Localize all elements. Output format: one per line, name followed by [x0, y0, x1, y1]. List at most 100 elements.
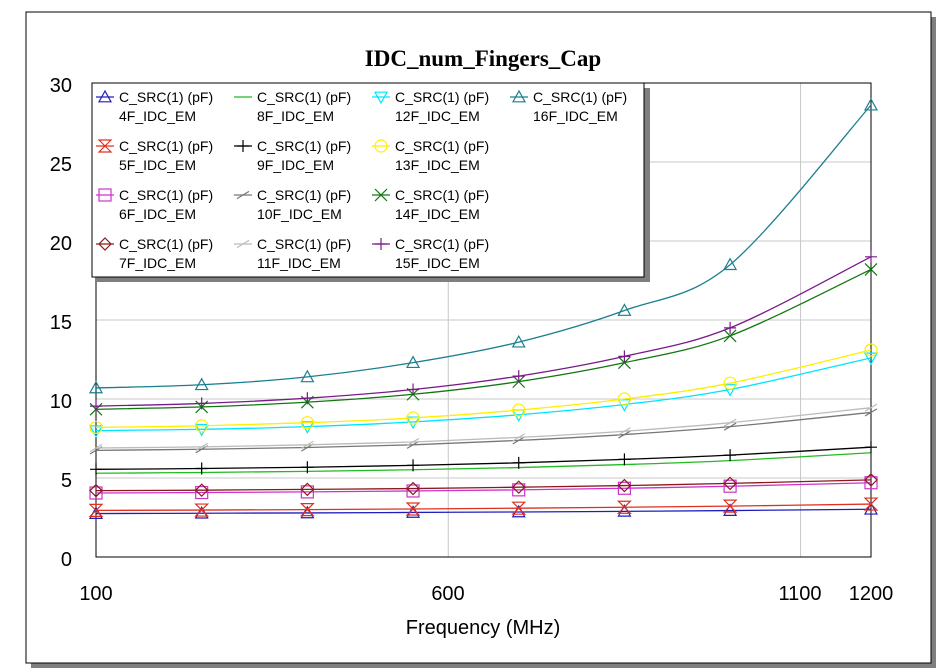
data-point-marker — [723, 422, 737, 431]
data-point-marker — [618, 350, 631, 363]
series-16F_IDC_EM — [88, 97, 879, 394]
legend-item: C_SRC(1) (pF) 4F_IDC_EM — [96, 89, 213, 124]
data-point-marker — [194, 423, 209, 437]
legend-sublabel: 10F_IDC_EM — [257, 206, 342, 222]
data-point-marker — [406, 411, 420, 425]
data-point-marker — [373, 91, 389, 105]
data-point-marker — [618, 453, 631, 466]
data-point-marker — [617, 392, 632, 406]
data-point-marker — [511, 334, 526, 348]
x-axis-title: Frequency (MHz) — [406, 617, 560, 639]
series-7F_IDC_EM — [89, 473, 878, 498]
series-layer — [88, 97, 879, 519]
data-point-marker — [89, 443, 103, 453]
data-point-marker — [236, 190, 250, 200]
legend-sublabel: 7F_IDC_EM — [119, 255, 196, 271]
legend-item: C_SRC(1) (pF) 5F_IDC_EM — [96, 138, 213, 173]
data-point-marker — [512, 456, 525, 469]
data-point-marker — [723, 418, 737, 427]
legend-item: C_SRC(1) (pF) 7F_IDC_EM — [96, 236, 213, 271]
legend-label: C_SRC(1) (pF) — [257, 187, 351, 203]
x-tick-label: 1200 — [849, 583, 894, 605]
legend-item: C_SRC(1) (pF) 9F_IDC_EM — [234, 138, 351, 173]
data-point-marker — [97, 139, 113, 153]
series-8F_IDC_EM — [95, 452, 872, 474]
legend-sublabel: 11F_IDC_EM — [257, 255, 341, 271]
data-point-marker — [617, 481, 632, 495]
legend-label: C_SRC(1) (pF) — [395, 236, 489, 252]
legend-label: C_SRC(1) (pF) — [257, 89, 351, 105]
data-point-marker — [90, 463, 102, 476]
data-point-marker — [512, 433, 526, 442]
data-point-marker — [512, 483, 526, 497]
data-point-marker — [723, 329, 737, 343]
data-point-marker — [237, 140, 249, 152]
data-point-marker — [236, 239, 250, 249]
y-tick-label: 30 — [50, 75, 72, 97]
data-point-marker — [195, 462, 208, 475]
legend-sublabel: 16F_IDC_EM — [533, 108, 618, 124]
legend-box — [91, 82, 645, 278]
y-tick-label: 20 — [50, 233, 72, 255]
x-axis-ticks: 100 600 1100 1200 — [79, 583, 893, 605]
data-point-marker — [864, 263, 878, 276]
data-point-marker — [864, 476, 878, 490]
legend-item: C_SRC(1) (pF) 8F_IDC_EM — [234, 89, 351, 124]
data-point-marker — [512, 436, 526, 445]
data-point-marker — [511, 89, 527, 103]
series-line — [95, 452, 872, 474]
data-point-marker — [723, 479, 737, 493]
data-point-marker — [98, 237, 112, 251]
y-tick-label: 5 — [61, 470, 72, 492]
data-point-marker — [407, 459, 420, 472]
data-point-marker — [406, 355, 421, 369]
data-point-marker — [407, 383, 420, 396]
data-point-marker — [300, 369, 315, 383]
legend-label: C_SRC(1) (pF) — [533, 89, 627, 105]
y-tick-label: 15 — [50, 312, 72, 334]
data-point-marker — [617, 356, 631, 370]
data-point-marker — [722, 499, 738, 513]
x-tick-label: 600 — [431, 583, 464, 605]
data-point-marker — [194, 377, 209, 391]
data-point-marker — [617, 478, 632, 493]
legend-sublabel: 13F_IDC_EM — [395, 157, 480, 173]
series-line — [95, 411, 872, 451]
legend-label: C_SRC(1) (pF) — [395, 187, 489, 203]
data-point-marker — [97, 89, 113, 103]
data-point-marker — [512, 403, 526, 417]
data-point-marker — [723, 476, 737, 491]
data-point-marker — [723, 257, 738, 271]
series-line — [95, 479, 872, 492]
legend-sublabel: 4F_IDC_EM — [119, 108, 196, 124]
data-point-marker — [863, 352, 879, 366]
data-point-marker — [865, 441, 877, 454]
data-point-marker — [299, 503, 315, 517]
x-tick-label: 1100 — [778, 583, 821, 605]
x-tick-label: 100 — [79, 583, 112, 605]
data-point-marker — [89, 486, 103, 500]
legend-label: C_SRC(1) (pF) — [395, 89, 489, 105]
data-point-marker — [863, 502, 879, 515]
legend-item: C_SRC(1) (pF) 14F_IDC_EM — [372, 187, 489, 222]
y-axis-ticks: 0 5 10 15 20 25 30 — [50, 75, 72, 571]
data-point-marker — [864, 343, 878, 357]
y-tick-label: 10 — [50, 391, 72, 413]
data-point-marker — [864, 473, 878, 487]
legend-label: C_SRC(1) (pF) — [395, 138, 489, 154]
data-point-marker — [195, 442, 208, 451]
data-point-marker — [374, 139, 388, 153]
data-point-marker — [374, 188, 388, 202]
legend-item: C_SRC(1) (pF) 6F_IDC_EM — [96, 187, 213, 222]
data-point-marker — [618, 427, 631, 436]
data-point-marker — [89, 483, 103, 498]
legend-label: C_SRC(1) (pF) — [119, 89, 213, 105]
legend-sublabel: 14F_IDC_EM — [395, 206, 480, 222]
data-point-marker — [405, 502, 421, 516]
data-point-marker — [88, 503, 104, 517]
legend-item: C_SRC(1) (pF) 11F_IDC_EM — [234, 236, 351, 271]
data-point-marker — [723, 376, 737, 390]
series-line — [95, 503, 872, 512]
